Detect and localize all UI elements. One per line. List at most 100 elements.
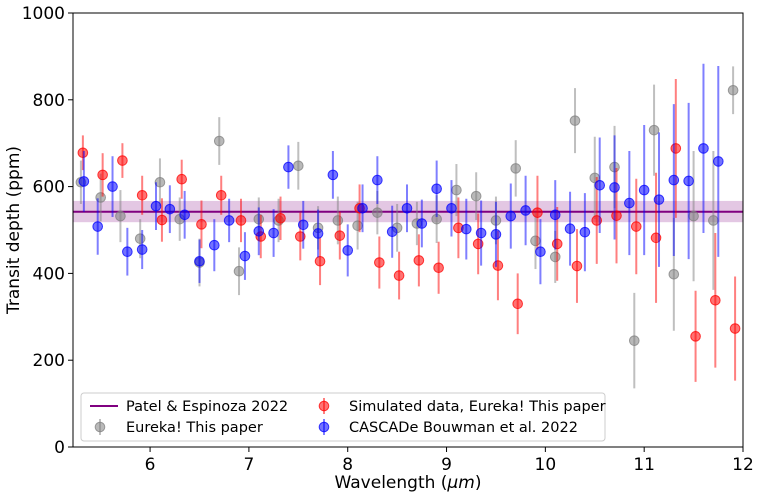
data-point: [512, 298, 523, 310]
data-point: [712, 156, 724, 167]
data-point: [297, 219, 309, 231]
data-point: [413, 255, 425, 266]
data-point: [668, 174, 680, 186]
x-tick-label: 7: [243, 455, 254, 475]
data-point: [535, 246, 546, 257]
data-point: [609, 182, 620, 193]
legend-marker-icon: [318, 419, 330, 435]
data-point: [698, 143, 709, 154]
data-point: [97, 169, 108, 181]
data-layer: [75, 63, 741, 389]
data-point: [569, 115, 581, 126]
series-2: [78, 63, 724, 285]
data-point: [275, 212, 286, 224]
data-point: [551, 238, 563, 250]
data-point: [239, 250, 251, 262]
data-point: [532, 207, 543, 218]
data-point: [624, 197, 635, 209]
legend-label-eureka: Eureka! This paper: [126, 420, 263, 436]
y-tick-label: 1000: [22, 4, 65, 24]
legend-dot: [94, 421, 106, 433]
data-point: [117, 155, 128, 166]
data-point: [708, 215, 719, 226]
data-point: [372, 174, 383, 186]
data-point: [710, 295, 721, 306]
x-tick-label: 6: [145, 455, 156, 475]
data-point: [433, 262, 444, 274]
data-point: [386, 226, 398, 238]
data-point: [393, 270, 405, 281]
x-tick-label: 12: [732, 455, 754, 475]
data-point: [179, 209, 190, 221]
data-point: [505, 210, 517, 222]
legend-label-simulated: Simulated data, Eureka! This paper: [349, 399, 606, 415]
data-point: [233, 265, 245, 277]
data-point: [431, 183, 442, 195]
data-point: [352, 220, 363, 231]
data-point: [283, 161, 294, 173]
y-tick-label: 200: [33, 351, 65, 371]
data-point: [312, 228, 324, 239]
data-point: [334, 230, 346, 241]
data-point: [690, 331, 701, 342]
plot-frame: [72, 12, 744, 448]
data-point: [115, 210, 126, 222]
x-axis-label: Wavelength (μm): [335, 473, 482, 493]
data-point: [223, 215, 235, 226]
y-tick-label: 600: [33, 178, 65, 198]
data-point: [176, 173, 188, 185]
data-point: [401, 203, 413, 214]
data-point: [136, 189, 148, 201]
y-tick-label: 800: [33, 91, 65, 111]
data-point: [215, 189, 227, 201]
data-point: [670, 143, 682, 154]
data-point: [372, 207, 383, 218]
data-point: [729, 323, 741, 334]
data-point: [688, 210, 699, 222]
data-point: [196, 219, 207, 230]
data-point: [209, 239, 220, 251]
data-point: [668, 268, 680, 280]
data-point: [490, 229, 502, 240]
legend-entry-reference: Patel & Espinoza 2022: [90, 399, 288, 415]
data-point: [549, 209, 561, 221]
data-point: [122, 246, 133, 257]
data-point: [416, 218, 428, 229]
legend-marker-icon: [94, 419, 106, 435]
legend-dot: [318, 400, 330, 412]
data-point: [213, 135, 225, 147]
y-axis-label: Transit depth (ppm): [4, 146, 24, 315]
legend-label-reference: Patel & Espinoza 2022: [126, 399, 288, 415]
data-point: [253, 226, 265, 237]
data-point: [630, 221, 642, 232]
data-point: [156, 214, 168, 226]
data-point: [510, 163, 522, 174]
data-point: [78, 176, 90, 187]
data-point: [293, 160, 304, 172]
data-point: [549, 251, 561, 263]
data-point: [564, 223, 576, 234]
x-tick-label: 9: [441, 455, 452, 475]
data-point: [194, 255, 205, 267]
legend-box: [80, 392, 606, 442]
series-0: [75, 66, 739, 389]
data-point: [653, 194, 665, 205]
tick-layer: 6 7 8 9 10 11 12 0 200 400 600 800 1000: [22, 4, 754, 475]
x-tick-label: 10: [535, 455, 557, 475]
data-point: [268, 227, 279, 239]
data-point: [342, 245, 354, 256]
data-point: [475, 227, 487, 239]
data-point: [470, 190, 482, 202]
data-point: [520, 205, 531, 216]
legend-marker-icon: [318, 398, 330, 414]
data-point: [107, 181, 118, 192]
data-point: [492, 260, 504, 271]
data-point: [628, 335, 640, 346]
data-point: [150, 200, 162, 212]
data-point: [327, 169, 339, 181]
legend-entry-cascade: CASCADe Bouwman et al. 2022: [318, 419, 578, 436]
data-point: [314, 255, 326, 267]
data-point: [571, 260, 583, 272]
